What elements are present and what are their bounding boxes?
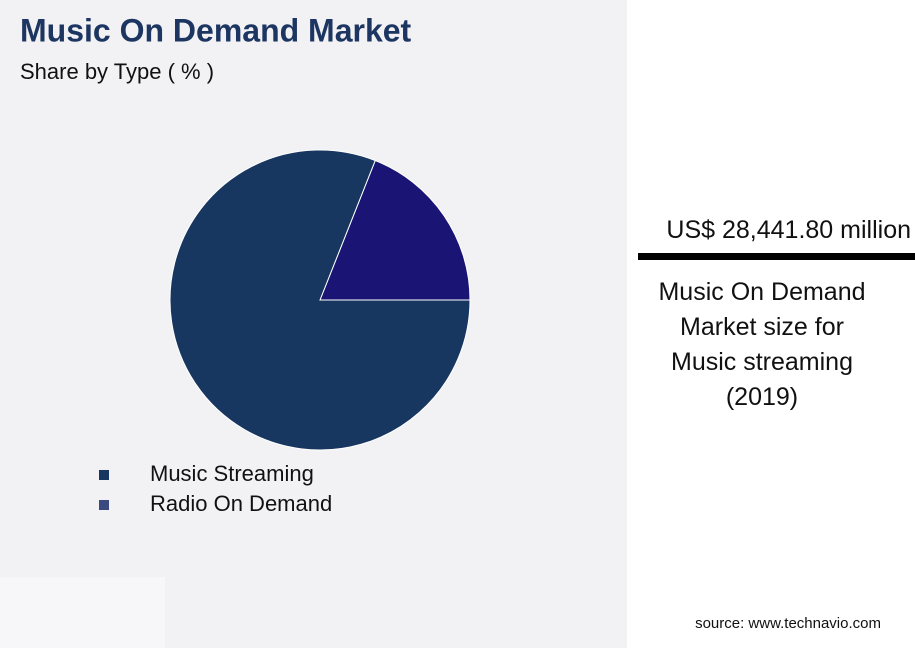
pie-slice xyxy=(169,149,471,451)
source: source: www.technavio.com xyxy=(695,615,881,632)
footer-strip xyxy=(0,577,165,648)
legend-marker xyxy=(99,500,109,510)
caption: Music On Demand Market size for Music st… xyxy=(658,278,866,411)
legend-marker xyxy=(99,470,109,480)
legend-label: Radio On Demand xyxy=(150,491,332,516)
pie-slice xyxy=(319,159,471,301)
headline-value: US$ 28,441.80 million xyxy=(666,216,911,244)
info-panel: US$ 28,441.80 million Music On Demand Ma… xyxy=(627,3,915,648)
legend-label: Music Streaming xyxy=(150,461,314,486)
chart-subtitle: Share by Type ( % ) xyxy=(20,59,214,84)
chart-title: Music On Demand Market xyxy=(20,12,412,48)
pie xyxy=(169,149,471,451)
divider xyxy=(638,253,915,260)
legend: Music Streaming Radio On Demand xyxy=(99,461,332,516)
